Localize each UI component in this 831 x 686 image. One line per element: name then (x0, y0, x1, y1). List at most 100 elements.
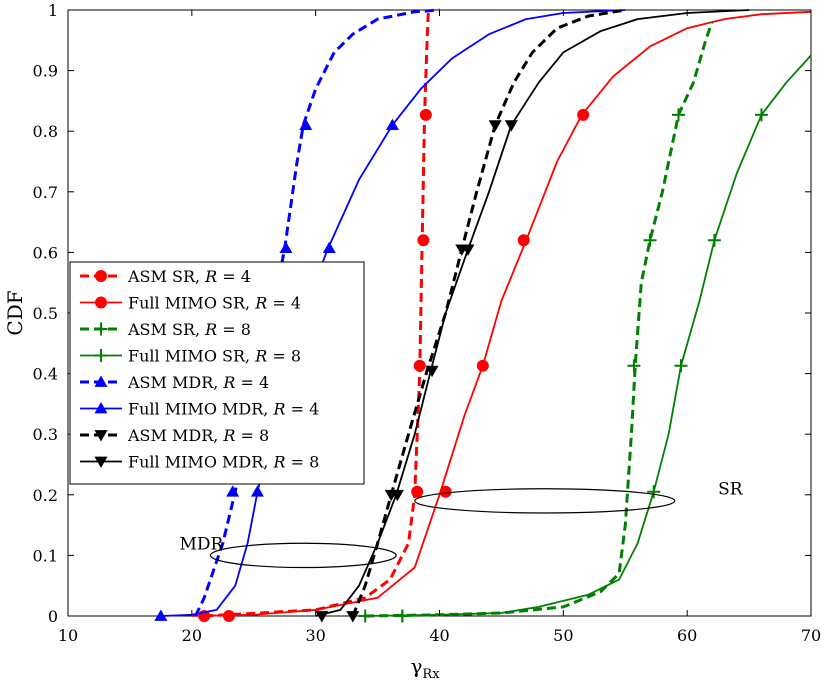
legend-entry-full-mimo-sr-r-4: Full MIMO SR, R = 4 (80, 294, 301, 313)
annotation-ellipse-mdr (209, 542, 397, 569)
x-axis-label: γRx (410, 654, 440, 682)
legend-series-name: ASM SR, (127, 320, 205, 339)
data-point-marker (222, 610, 235, 622)
legend-series-name: ASM MDR, (127, 373, 223, 392)
data-point-marker (425, 365, 439, 378)
x-tick-label: 10 (58, 626, 78, 645)
legend-series-name: Full MIMO SR, (128, 347, 255, 366)
x-axis-label-subscript: Rx (422, 667, 440, 682)
series-line (365, 21, 714, 618)
x-tick-label: 20 (182, 626, 202, 645)
legend-marker (94, 375, 108, 387)
y-tick-label: 0.3 (33, 425, 58, 444)
data-point-marker (395, 609, 409, 623)
legend-r-value: = 8 (235, 426, 269, 445)
legend-r-symbol: R (204, 267, 217, 286)
legend-entry-full-mimo-mdr-r-4: Full MIMO MDR, R = 4 (80, 400, 319, 419)
legend-r-value: = 4 (235, 373, 269, 392)
series-line (191, 10, 812, 617)
legend-r-symbol: R (254, 347, 267, 366)
data-point-marker (390, 489, 404, 502)
legend-label: ASM MDR, R = 4 (127, 373, 269, 392)
legend-marker (94, 430, 108, 442)
series-full-mimo-sr-r-4 (191, 10, 812, 622)
y-tick-label: 0 (48, 607, 58, 626)
data-point-marker (419, 108, 432, 121)
legend-r-symbol: R (204, 320, 217, 339)
legend-label: ASM MDR, R = 8 (127, 426, 269, 445)
data-point-marker (226, 485, 240, 497)
legend-series-name: Full MIMO MDR, (128, 453, 273, 472)
axes-layer: 10 20 30 40 50 60 70 0 0.1 0.2 0.3 0.4 0.5 0.6 0.7 0.8 0… (33, 1, 822, 645)
y-tick-label: 1 (48, 1, 58, 20)
legend-r-value: = 8 (217, 320, 251, 339)
legend-marker (94, 402, 108, 414)
series-line (194, 8, 440, 617)
y-tick-label: 0.6 (33, 243, 58, 262)
data-point-marker (517, 234, 530, 247)
annotation-label-sr: SR (718, 480, 744, 500)
annotation-ellipse-sr (414, 488, 676, 514)
data-point-marker (488, 120, 502, 132)
y-axis-label: CDF (3, 290, 27, 335)
data-point-marker (461, 244, 475, 256)
y-tick-label: 0.2 (33, 486, 58, 505)
data-point-marker (674, 359, 688, 373)
legend-r-value: = 8 (267, 347, 301, 366)
x-tick-label: 30 (305, 626, 325, 645)
data-point-marker (250, 485, 264, 497)
legend-entry-asm-sr-r-8: ASM SR, R = 8 (80, 320, 251, 339)
legend-r-symbol: R (222, 373, 235, 392)
series-full-mimo-mdr-r-8 (315, 9, 750, 623)
legend-r-value: = 8 (286, 453, 320, 472)
data-point-marker (385, 118, 399, 131)
legend-label: Full MIMO SR, R = 4 (128, 294, 301, 313)
legend-r-value: = 4 (267, 294, 301, 313)
legend-entry-asm-sr-r-4: ASM SR, R = 4 (80, 267, 251, 286)
legend-label: Full MIMO MDR, R = 8 (128, 453, 319, 472)
data-point-marker (413, 359, 426, 372)
data-point-marker (411, 485, 424, 498)
data-point-marker (627, 359, 641, 373)
data-point-marker (299, 118, 313, 131)
series-full-mimo-mdr-r-4 (154, 9, 626, 621)
data-point-marker (476, 359, 489, 372)
annotation-label-mdr: MDR (179, 534, 224, 554)
legend-r-symbol: R (222, 426, 235, 445)
series-line (365, 54, 812, 617)
legend-entry-full-mimo-sr-r-8: Full MIMO SR, R = 8 (80, 347, 301, 366)
x-tick-label: 50 (553, 626, 573, 645)
x-tick-label: 70 (801, 626, 821, 645)
data-point-marker (315, 611, 329, 623)
x-axis-label-main: γ (410, 654, 422, 678)
series-asm-mdr-r-4 (194, 8, 440, 617)
legend-marker (94, 349, 108, 362)
data-point-marker (322, 241, 336, 254)
legend-series-name: ASM MDR, (127, 426, 223, 445)
data-point-marker (279, 241, 293, 254)
x-tick-label: 40 (429, 626, 449, 645)
y-tick-label: 0.9 (33, 62, 58, 81)
legend-series-name: ASM SR, (127, 267, 205, 286)
data-point-marker (439, 485, 452, 498)
data-point-marker (643, 233, 657, 247)
data-point-marker (577, 108, 590, 121)
legend-label: ASM SR, R = 8 (127, 320, 251, 339)
legend-series-name: Full MIMO MDR, (128, 400, 273, 419)
legend-r-symbol: R (254, 294, 267, 313)
legend-label: Full MIMO SR, R = 8 (128, 347, 301, 366)
series-full-mimo-sr-r-8 (365, 54, 812, 623)
annotation-layer: SR MDR (179, 480, 744, 569)
legend-entry-full-mimo-mdr-r-8: Full MIMO MDR, R = 8 (80, 453, 319, 472)
legend-series-name: Full MIMO SR, (128, 294, 255, 313)
legend-box (69, 261, 365, 485)
data-layer (154, 8, 812, 623)
y-tick-label: 0.8 (33, 122, 58, 141)
data-point-marker (417, 234, 430, 247)
data-point-marker (154, 609, 168, 621)
legend-entry-asm-mdr-r-8: ASM MDR, R = 8 (80, 426, 269, 445)
legend-marker (95, 270, 107, 282)
x-tick-label: 60 (677, 626, 697, 645)
